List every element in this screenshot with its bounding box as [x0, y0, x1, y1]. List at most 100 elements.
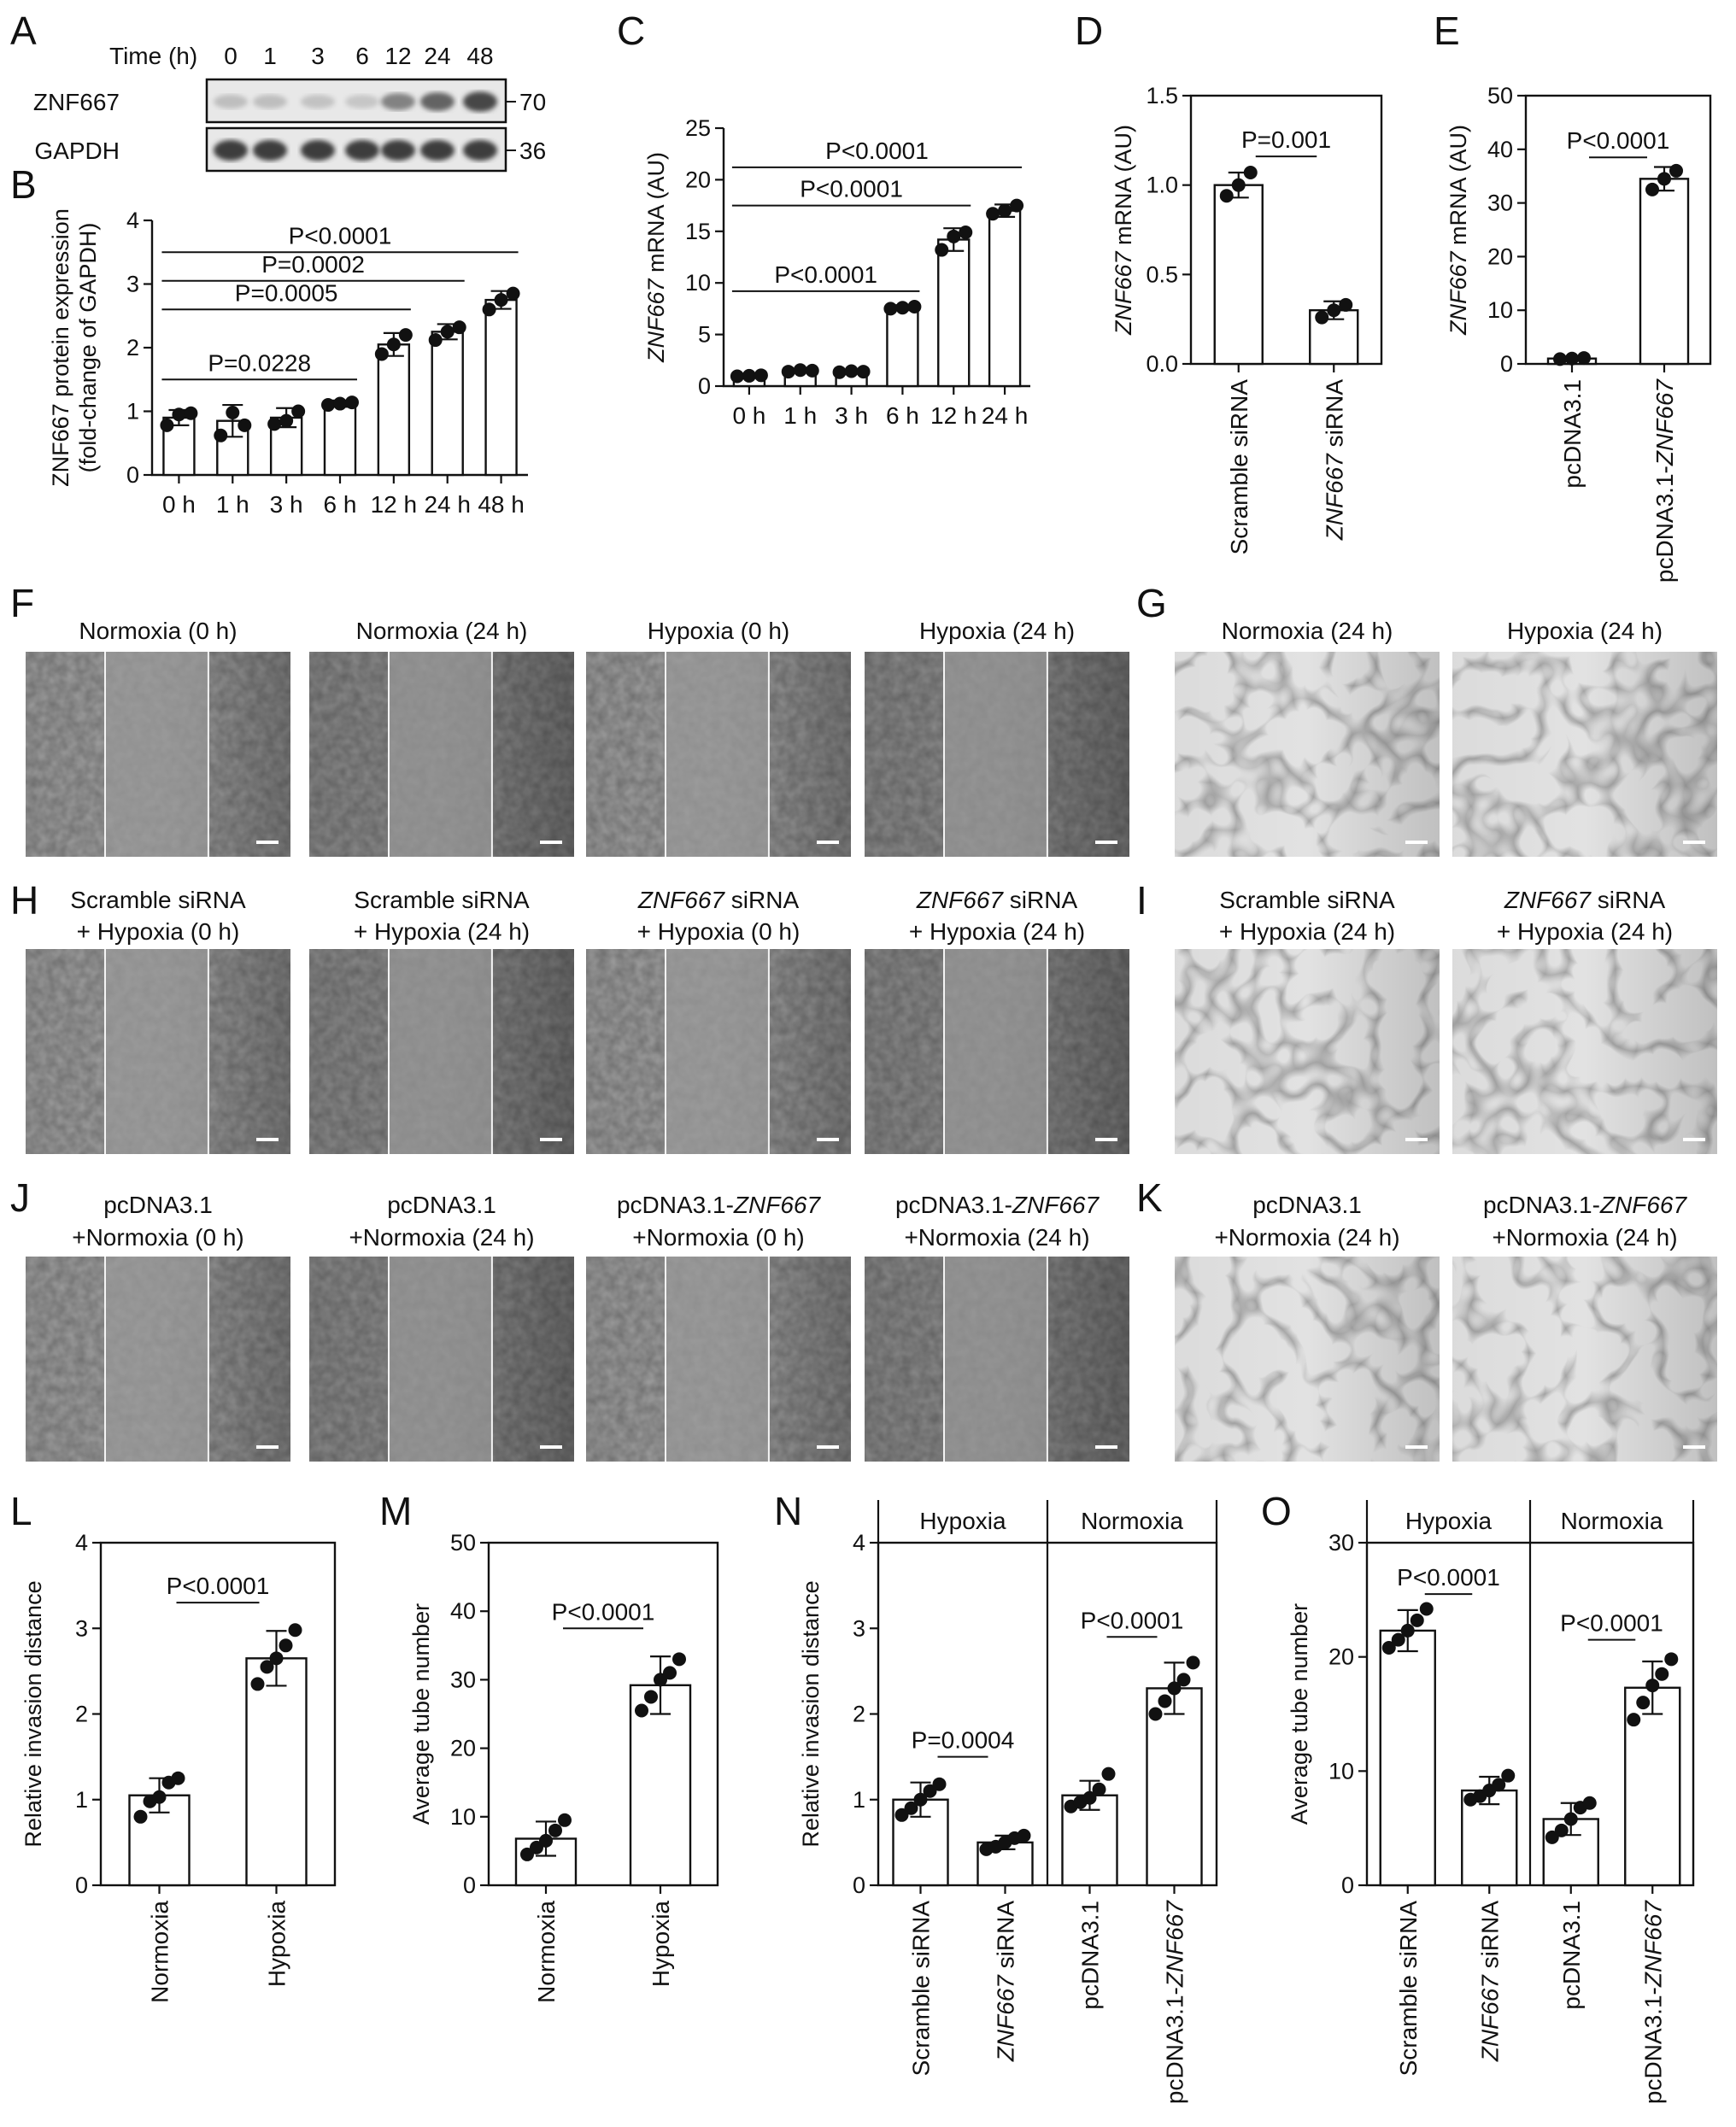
p-value-label: P<0.0001: [800, 176, 903, 202]
y-tick-label: 25: [685, 115, 711, 141]
micrograph-caption-text: +Normoxia (24 h): [904, 1224, 1089, 1251]
micrograph-caption-text: + Hypoxia (24 h): [1219, 918, 1395, 945]
x-tick-label-text: siRNA: [993, 1901, 1019, 1975]
micrograph-caption: +Normoxia (0 h): [72, 1224, 244, 1251]
micrograph-caption: Normoxia (24 h): [356, 618, 528, 644]
y-tick-label: 10: [1487, 297, 1513, 323]
data-point: [805, 363, 819, 378]
micrograph-caption-text: siRNA: [1591, 887, 1665, 913]
x-tick-label: 0 h: [732, 402, 765, 429]
y-tick-label: 0: [1341, 1872, 1354, 1898]
data-point: [291, 404, 306, 419]
y-tick-label: 1.0: [1146, 173, 1178, 198]
data-point: [1554, 1823, 1569, 1837]
group-label: Normoxia: [1561, 1508, 1663, 1534]
data-point: [288, 1623, 302, 1638]
blot-band: [420, 139, 455, 161]
p-value-label: P<0.0001: [167, 1573, 270, 1599]
bar: [377, 343, 411, 477]
x-tick-label: pcDNA3.1-ZNF667: [1651, 378, 1678, 583]
micrograph-caption-text: + Hypoxia (24 h): [909, 918, 1085, 945]
micrograph-caption-text: +Normoxia (0 h): [632, 1224, 805, 1251]
micrograph-caption-italic: ZNF667: [1504, 887, 1592, 913]
panel-letter-J: J: [10, 1175, 30, 1220]
y-tick-label: 1: [75, 1787, 88, 1813]
data-point: [1158, 1694, 1172, 1708]
data-point: [1501, 1768, 1516, 1783]
data-point: [267, 417, 282, 431]
data-point: [238, 418, 252, 432]
x-tick-label: Hypoxia: [264, 1901, 290, 1988]
p-value-label: P=0.0228: [208, 349, 311, 376]
micrograph-caption-text: siRNA: [1003, 887, 1077, 913]
blot-rows: ZNF667 70 GAPDH 36: [33, 78, 546, 173]
data-point: [742, 368, 756, 383]
data-point: [184, 406, 198, 420]
micrograph-caption-text: + Hypoxia (24 h): [1497, 918, 1673, 945]
panel-letter-N: N: [774, 1489, 802, 1533]
blot-band: [381, 139, 415, 161]
data-point: [844, 364, 859, 378]
data-point: [935, 243, 949, 257]
blot-timepoint: 0: [224, 43, 238, 69]
data-point: [386, 337, 401, 352]
bar: [431, 331, 464, 477]
y-tick-label: 0: [698, 373, 711, 399]
data-point: [1186, 1655, 1200, 1670]
micrograph-caption: Hypoxia (24 h): [1507, 618, 1663, 644]
y-axis-label: ZNF667 mRNA (AU): [1111, 125, 1136, 336]
data-point: [172, 407, 186, 422]
p-value-label: P<0.0001: [825, 138, 929, 164]
x-tick-label: 48 h: [478, 491, 525, 518]
y-axis-label: ZNF667 mRNA (AU): [1446, 125, 1471, 336]
data-point: [1010, 198, 1024, 213]
data-point: [269, 1651, 284, 1666]
micrograph-caption: +Normoxia (24 h): [1214, 1224, 1399, 1251]
micrograph-caption: ZNF667 siRNA: [637, 887, 800, 913]
micrograph-caption-text: pcDNA3.1: [103, 1192, 213, 1218]
y-axis-label-text: mRNA (AU): [643, 152, 669, 279]
blot-timepoint: 12: [384, 43, 411, 69]
micrograph-caption: ZNF667 siRNA: [916, 887, 1078, 913]
data-point: [781, 365, 795, 379]
y-axis-label-italic: ZNF667: [1111, 251, 1136, 337]
blot-timepoints: 0 1 3 6 12 24 48: [224, 43, 493, 69]
micrograph-caption-text: + Hypoxia (0 h): [637, 918, 801, 945]
y-tick-label: 1: [126, 399, 139, 425]
y-tick-label: 4: [75, 1530, 88, 1556]
micrograph-caption-text: pcDNA3.1-: [617, 1192, 734, 1218]
data-point: [226, 405, 240, 419]
micrograph-caption-italic: ZNF667: [733, 1192, 822, 1218]
x-tick-label: 24 h: [982, 402, 1029, 429]
y-axis-label-italic: ZNF667: [643, 278, 669, 364]
micrograph-shading: [1452, 1257, 1717, 1462]
micrograph-caption-text: + Hypoxia (0 h): [77, 918, 240, 945]
y-tick-label: 10: [685, 270, 711, 296]
y-axis-label: Average tube number: [408, 1603, 434, 1825]
x-tick-label: pcDNA3.1: [1077, 1901, 1104, 2010]
data-point: [1664, 1652, 1679, 1667]
x-tick-label: 12 h: [930, 402, 977, 429]
p-value-label: P<0.0001: [1567, 127, 1670, 154]
data-point: [1231, 178, 1246, 192]
data-point: [250, 1677, 265, 1691]
data-point: [1327, 303, 1341, 318]
x-tick-label-text: Scramble siRNA: [1395, 1901, 1422, 2077]
micrograph-caption-text: Scramble siRNA: [1219, 887, 1395, 913]
bar: [1146, 1687, 1203, 1887]
micrograph-caption: pcDNA3.1-ZNF667: [895, 1192, 1100, 1218]
panel-letter-F: F: [10, 581, 34, 625]
data-point: [152, 1790, 167, 1804]
x-tick-label-text: pcDNA3.1: [1077, 1901, 1104, 2010]
data-point: [644, 1690, 658, 1704]
blot-timepoint: 1: [263, 43, 277, 69]
data-point: [1545, 1830, 1559, 1844]
blot-band: [301, 94, 335, 109]
chart-D: 0.0 0.5 1.0 1.5 ZNF667 mRNA (AU) Scramble siR…: [1111, 83, 1383, 555]
y-tick-label: 1.5: [1146, 83, 1178, 108]
group-label: Hypoxia: [1405, 1508, 1493, 1534]
micrograph-caption: + Hypoxia (24 h): [1497, 918, 1673, 945]
x-tick-label: Scramble siRNA: [1226, 379, 1252, 555]
data-point: [133, 1809, 148, 1824]
y-tick-label: 0: [126, 462, 139, 488]
